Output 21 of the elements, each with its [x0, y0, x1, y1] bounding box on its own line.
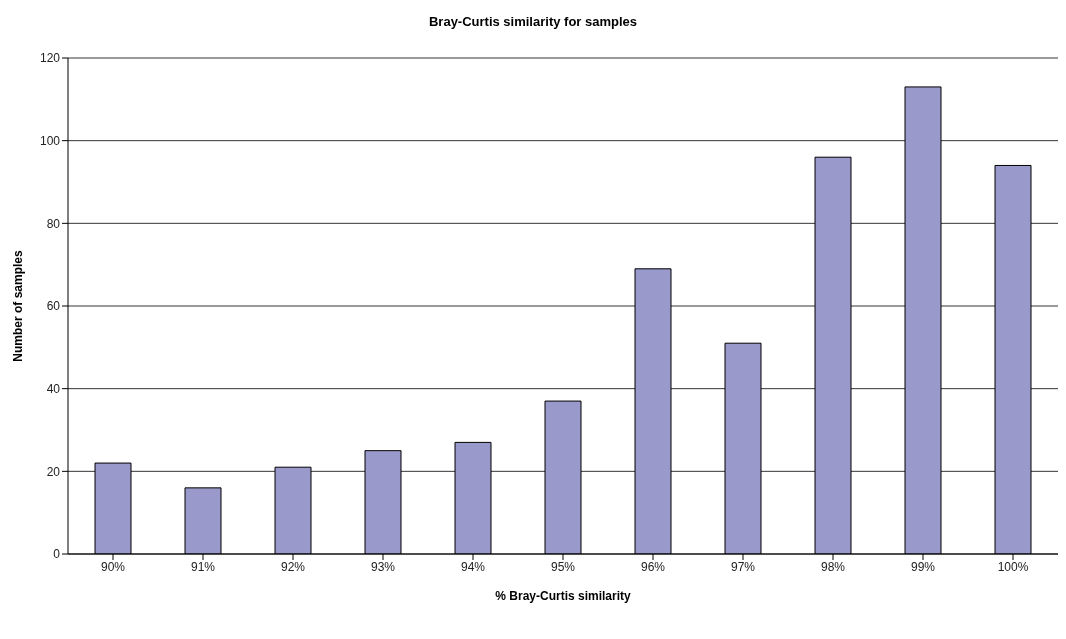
x-tick-label: 90% — [100, 559, 126, 574]
x-tick-label: 94% — [460, 559, 486, 574]
x-tick-label: 100% — [997, 559, 1029, 574]
y-tick-label: 120 — [39, 51, 61, 66]
y-tick-label: 80 — [46, 216, 61, 231]
y-axis-title: Number of samples — [11, 250, 26, 362]
chart-title: Bray-Curtis similarity for samples — [427, 14, 639, 31]
x-tick-label: 91% — [190, 559, 216, 574]
y-tick-label: 40 — [46, 381, 61, 396]
x-tick-label: 93% — [370, 559, 396, 574]
x-tick-label: 96% — [640, 559, 666, 574]
x-tick-label: 92% — [280, 559, 306, 574]
y-tick-label: 20 — [46, 464, 61, 479]
y-tick-label: 60 — [46, 299, 61, 314]
x-tick-label: 97% — [730, 559, 756, 574]
x-axis-title: % Bray-Curtis similarity — [495, 589, 632, 603]
x-tick-label: 98% — [820, 559, 846, 574]
y-tick-label: 100 — [39, 133, 61, 148]
x-tick-label: 99% — [910, 559, 936, 574]
y-tick-label: 0 — [53, 547, 61, 562]
x-tick-label: 95% — [550, 559, 576, 574]
